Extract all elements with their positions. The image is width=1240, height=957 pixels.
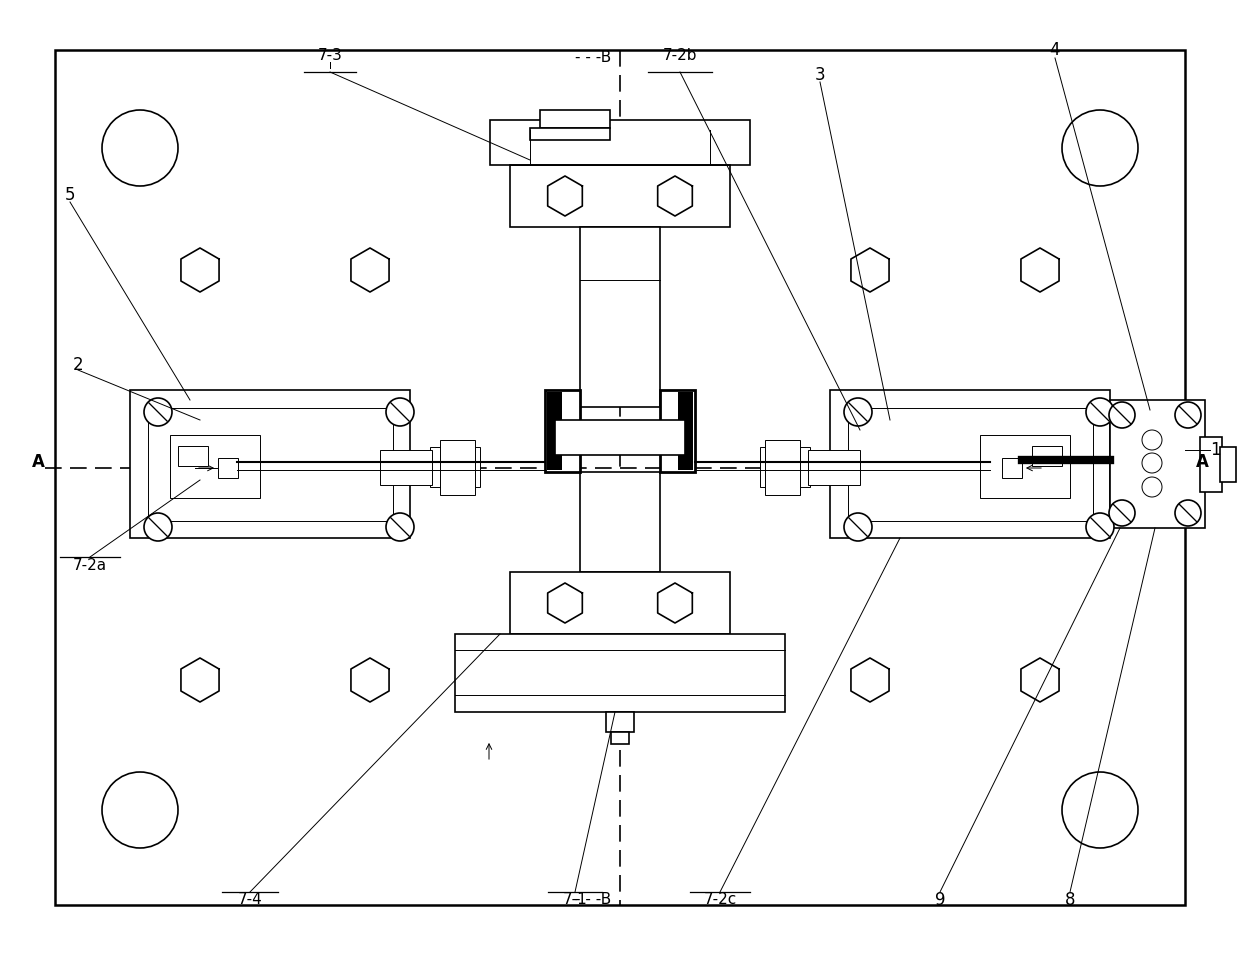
Polygon shape — [181, 248, 219, 292]
Bar — [1032, 446, 1061, 466]
Bar — [510, 572, 730, 634]
Text: 4: 4 — [1050, 41, 1060, 59]
Bar — [611, 732, 629, 744]
Bar — [980, 435, 1070, 498]
Circle shape — [1086, 513, 1114, 541]
Bar — [678, 392, 693, 470]
Circle shape — [386, 398, 414, 426]
Text: 7-3: 7-3 — [317, 48, 342, 62]
Bar — [490, 120, 750, 165]
Text: 7-2c: 7-2c — [703, 893, 737, 907]
Bar — [1220, 447, 1236, 482]
Circle shape — [1142, 477, 1162, 497]
Bar — [760, 447, 810, 487]
Bar — [1200, 437, 1221, 492]
Circle shape — [144, 513, 172, 541]
Bar — [55, 50, 1185, 905]
Polygon shape — [1021, 658, 1059, 702]
Bar — [170, 435, 260, 498]
Text: A: A — [1195, 453, 1209, 471]
Bar — [218, 458, 238, 478]
Circle shape — [102, 110, 179, 186]
Circle shape — [102, 772, 179, 848]
Circle shape — [1176, 402, 1202, 428]
Polygon shape — [851, 248, 889, 292]
Text: 7-2a: 7-2a — [73, 558, 107, 572]
Text: 7-4: 7-4 — [238, 893, 263, 907]
Polygon shape — [181, 658, 219, 702]
Circle shape — [1142, 453, 1162, 473]
Circle shape — [844, 398, 872, 426]
Polygon shape — [657, 176, 692, 216]
Text: - - -B: - - -B — [575, 893, 611, 907]
Circle shape — [844, 513, 872, 541]
Polygon shape — [1021, 248, 1059, 292]
Polygon shape — [548, 583, 583, 623]
Bar — [430, 447, 480, 487]
Polygon shape — [351, 658, 389, 702]
Circle shape — [1061, 772, 1138, 848]
Bar — [580, 472, 660, 572]
Bar — [1110, 400, 1205, 528]
Bar — [848, 408, 1092, 521]
Bar — [455, 634, 785, 712]
Circle shape — [1086, 398, 1114, 426]
Polygon shape — [351, 248, 389, 292]
Circle shape — [386, 513, 414, 541]
Polygon shape — [548, 176, 583, 216]
Bar — [660, 390, 694, 472]
Text: 3: 3 — [815, 66, 826, 84]
Bar — [580, 227, 660, 407]
Bar — [808, 450, 861, 485]
Text: 2: 2 — [73, 356, 83, 374]
Text: 5: 5 — [64, 186, 76, 204]
Polygon shape — [851, 658, 889, 702]
Circle shape — [1061, 110, 1138, 186]
Text: A: A — [31, 453, 45, 471]
Circle shape — [1142, 430, 1162, 450]
Bar — [379, 450, 432, 485]
Circle shape — [1109, 402, 1135, 428]
Circle shape — [1176, 500, 1202, 526]
Text: - - -B: - - -B — [575, 51, 611, 65]
Text: 7-1: 7-1 — [563, 893, 588, 907]
Bar — [547, 392, 562, 470]
Circle shape — [1109, 500, 1135, 526]
Bar — [606, 712, 634, 732]
Bar — [1002, 458, 1022, 478]
Bar — [510, 165, 730, 227]
Text: 9: 9 — [935, 891, 945, 909]
Bar — [830, 390, 1110, 538]
Polygon shape — [657, 583, 692, 623]
Bar — [130, 390, 410, 538]
Bar — [765, 440, 800, 495]
Bar — [179, 446, 208, 466]
Bar — [440, 440, 475, 495]
Bar — [529, 128, 610, 140]
Bar — [539, 110, 610, 128]
Text: 1: 1 — [1210, 441, 1220, 459]
Text: 7-2b: 7-2b — [662, 48, 697, 62]
Circle shape — [144, 398, 172, 426]
Bar — [546, 390, 580, 472]
Text: 8: 8 — [1065, 891, 1075, 909]
Bar — [148, 408, 393, 521]
Bar — [556, 420, 684, 455]
